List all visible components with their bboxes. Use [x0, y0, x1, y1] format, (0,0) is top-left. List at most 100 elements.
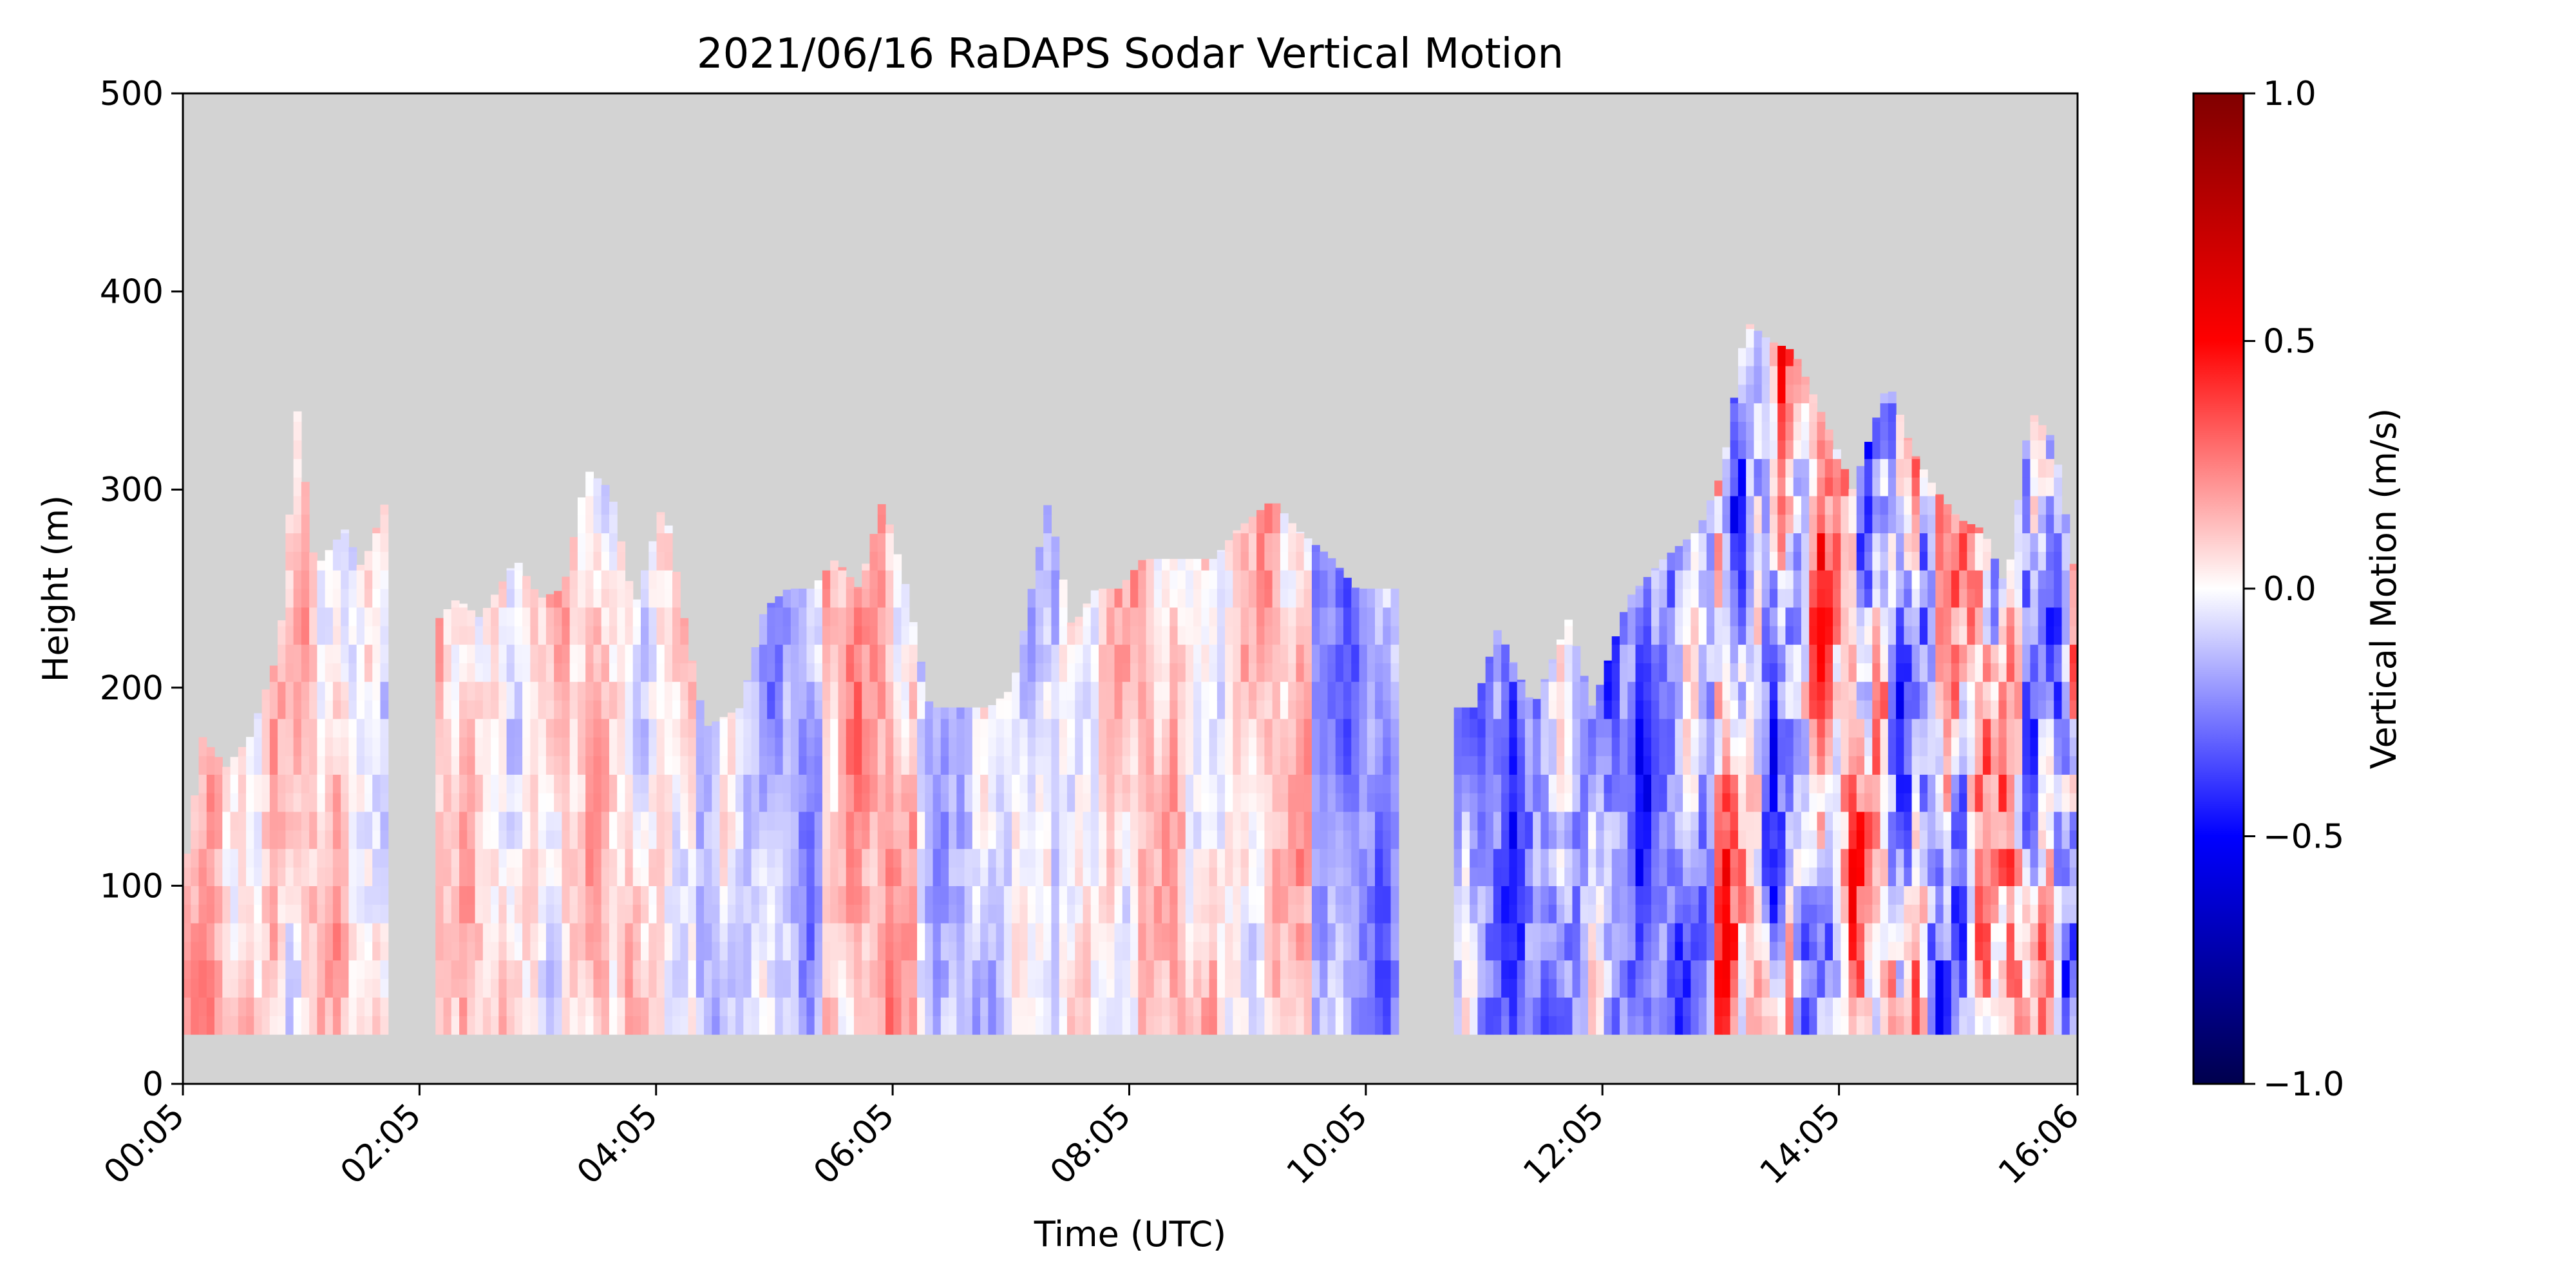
- heatmap-cell: [1706, 793, 1715, 812]
- heatmap-cell: [1761, 755, 1770, 775]
- heatmap-cell: [1248, 570, 1257, 589]
- heatmap-cell: [1604, 737, 1613, 757]
- heatmap-cell: [1083, 997, 1092, 1016]
- heatmap-cell: [1335, 567, 1344, 571]
- heatmap-cell: [482, 793, 491, 812]
- heatmap-cell: [206, 774, 215, 793]
- heatmap-cell: [727, 867, 736, 886]
- heatmap-cell: [790, 848, 799, 868]
- heatmap-cell: [506, 960, 515, 980]
- heatmap-cell: [230, 811, 239, 831]
- heatmap-cell: [1817, 607, 1826, 627]
- heatmap-cell: [1390, 700, 1399, 719]
- heatmap-cell: [1264, 570, 1273, 589]
- heatmap-cell: [1746, 923, 1755, 942]
- heatmap-cell: [1485, 829, 1494, 849]
- heatmap-cell: [933, 923, 942, 942]
- heatmap-cell: [1098, 941, 1107, 961]
- heatmap-cell: [1738, 960, 1747, 980]
- heatmap-cell: [1035, 1016, 1044, 1035]
- heatmap-cell: [498, 737, 507, 757]
- heatmap-cell: [309, 644, 317, 663]
- heatmap-cell: [577, 848, 586, 868]
- heatmap-cell: [649, 589, 658, 608]
- heatmap-cell: [309, 589, 317, 608]
- heatmap-cell: [372, 941, 381, 961]
- heatmap-cell: [1580, 960, 1589, 980]
- heatmap-cell: [1746, 514, 1755, 534]
- heatmap-cell: [1524, 718, 1533, 738]
- heatmap-cell: [964, 707, 973, 719]
- heatmap-cell: [1090, 829, 1099, 849]
- heatmap-cell: [688, 700, 697, 719]
- heatmap-cell: [862, 564, 871, 571]
- heatmap-cell: [656, 1016, 665, 1035]
- heatmap-cell: [554, 978, 562, 998]
- heatmap-cell: [775, 681, 784, 701]
- heatmap-cell: [1777, 402, 1786, 422]
- heatmap-cell: [1872, 774, 1881, 793]
- heatmap-cell: [364, 811, 373, 831]
- heatmap-cell: [1035, 547, 1044, 552]
- heatmap-cell: [1533, 867, 1542, 886]
- heatmap-cell: [1604, 700, 1613, 719]
- heatmap-cell: [1320, 793, 1329, 812]
- heatmap-cell: [562, 718, 571, 738]
- heatmap-cell: [1524, 904, 1533, 923]
- heatmap-cell: [1817, 923, 1826, 942]
- heatmap-cell: [356, 774, 365, 793]
- heatmap-cell: [846, 755, 855, 775]
- heatmap-cell: [909, 622, 918, 627]
- heatmap-cell: [1185, 558, 1194, 571]
- heatmap-cell: [1864, 700, 1873, 719]
- heatmap-cell: [1801, 440, 1810, 459]
- heatmap-cell: [609, 514, 618, 534]
- heatmap-cell: [1225, 941, 1233, 961]
- heatmap-cell: [191, 795, 200, 812]
- heatmap-cell: [901, 848, 910, 868]
- heatmap-cell: [664, 625, 673, 645]
- heatmap-cell: [562, 867, 571, 886]
- heatmap-cell: [656, 960, 665, 980]
- heatmap-cell: [940, 793, 949, 812]
- heatmap-cell: [1066, 997, 1075, 1016]
- heatmap-cell: [341, 570, 350, 589]
- heatmap-cell: [1477, 793, 1486, 812]
- heatmap-cell: [1217, 923, 1226, 942]
- heatmap-cell: [1209, 755, 1218, 775]
- heatmap-cell: [649, 867, 658, 886]
- heatmap-cell: [799, 737, 808, 757]
- heatmap-cell: [1264, 503, 1273, 515]
- heatmap-cell: [1225, 755, 1233, 775]
- heatmap-cell: [1627, 681, 1636, 701]
- heatmap-cell: [1801, 737, 1810, 757]
- heatmap-cell: [1343, 681, 1352, 701]
- heatmap-cell: [1809, 774, 1818, 793]
- heatmap-cell: [933, 707, 942, 719]
- heatmap-cell: [1777, 551, 1786, 571]
- heatmap-cell: [1761, 700, 1770, 719]
- heatmap-cell: [380, 960, 389, 980]
- heatmap-cell: [1683, 570, 1691, 589]
- heatmap-cell: [1832, 477, 1841, 497]
- heatmap-cell: [980, 793, 989, 812]
- heatmap-cell: [585, 514, 594, 534]
- heatmap-cell: [1225, 774, 1233, 793]
- heatmap-cell: [1714, 700, 1723, 719]
- heatmap-cell: [719, 811, 728, 831]
- heatmap-cell: [1248, 904, 1257, 923]
- heatmap-cell: [1856, 625, 1865, 645]
- heatmap-cell: [1793, 402, 1802, 422]
- heatmap-cell: [380, 997, 389, 1016]
- heatmap-cell: [625, 960, 634, 980]
- heatmap-cell: [325, 718, 334, 738]
- heatmap-cell: [285, 700, 294, 719]
- heatmap-cell: [1170, 607, 1179, 627]
- heatmap-cell: [925, 1016, 934, 1035]
- heatmap-cell: [1130, 644, 1139, 663]
- heatmap-cell: [569, 923, 578, 942]
- heatmap-cell: [1383, 755, 1392, 775]
- heatmap-cell: [1035, 978, 1044, 998]
- heatmap-cell: [601, 1016, 610, 1035]
- heatmap-cell: [601, 848, 610, 868]
